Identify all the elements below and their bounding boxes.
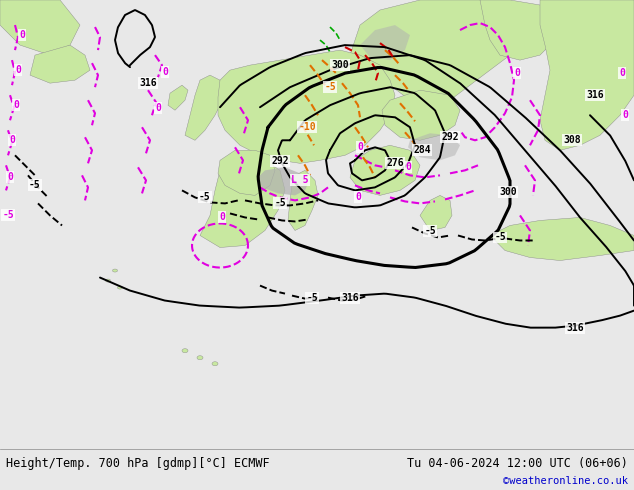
Text: -5: -5	[424, 226, 436, 237]
Text: 0: 0	[514, 68, 520, 78]
Polygon shape	[168, 85, 188, 110]
Ellipse shape	[182, 349, 188, 353]
Polygon shape	[382, 90, 460, 140]
Text: -5: -5	[2, 210, 14, 221]
Text: 0: 0	[19, 30, 25, 40]
Text: Height/Temp. 700 hPa [gdmp][°C] ECMWF: Height/Temp. 700 hPa [gdmp][°C] ECMWF	[6, 457, 270, 470]
Ellipse shape	[117, 286, 122, 289]
Text: -10: -10	[298, 122, 316, 132]
Text: L 5: L 5	[291, 175, 309, 185]
Polygon shape	[408, 133, 460, 160]
Ellipse shape	[112, 269, 117, 272]
Text: 0: 0	[13, 100, 19, 110]
Text: 284: 284	[413, 146, 431, 155]
Polygon shape	[218, 150, 275, 196]
Text: 276: 276	[386, 158, 404, 169]
Polygon shape	[185, 75, 225, 140]
Ellipse shape	[105, 279, 110, 282]
Polygon shape	[0, 0, 80, 55]
Text: -5: -5	[29, 180, 41, 191]
Text: 300: 300	[331, 60, 349, 70]
Text: 0: 0	[155, 103, 161, 113]
Text: 300: 300	[499, 187, 517, 197]
Text: -5: -5	[324, 82, 336, 92]
Polygon shape	[258, 168, 308, 196]
Text: 0: 0	[355, 193, 361, 202]
Text: 292: 292	[441, 132, 459, 142]
Polygon shape	[480, 0, 560, 60]
Polygon shape	[540, 0, 634, 150]
Polygon shape	[350, 146, 420, 196]
Text: 316: 316	[586, 90, 604, 100]
Text: ©weatheronline.co.uk: ©weatheronline.co.uk	[503, 476, 628, 487]
Text: -5: -5	[199, 193, 211, 202]
Text: -5: -5	[274, 198, 286, 208]
Text: 0: 0	[619, 68, 625, 78]
Text: 0: 0	[219, 213, 225, 222]
Text: 0: 0	[162, 67, 168, 77]
Ellipse shape	[197, 356, 203, 360]
Text: -5: -5	[494, 232, 506, 243]
Polygon shape	[218, 50, 395, 163]
Text: Tu 04-06-2024 12:00 UTC (06+06): Tu 04-06-2024 12:00 UTC (06+06)	[407, 457, 628, 470]
Text: 0: 0	[405, 162, 411, 172]
Text: 316: 316	[566, 322, 584, 333]
Polygon shape	[200, 160, 285, 247]
Text: 0: 0	[357, 142, 363, 152]
Text: 0: 0	[9, 135, 15, 145]
Polygon shape	[420, 196, 452, 230]
Polygon shape	[490, 218, 634, 261]
Text: 0: 0	[7, 172, 13, 182]
Text: 316: 316	[139, 78, 157, 88]
Text: 0: 0	[15, 65, 21, 75]
Text: -5: -5	[306, 293, 318, 303]
Polygon shape	[288, 171, 318, 230]
Text: 0: 0	[622, 110, 628, 120]
Text: 308: 308	[563, 135, 581, 145]
Text: 316: 316	[341, 293, 359, 303]
Polygon shape	[350, 0, 520, 105]
Ellipse shape	[212, 362, 218, 366]
Text: 292: 292	[271, 156, 289, 166]
Polygon shape	[360, 25, 410, 60]
Polygon shape	[30, 45, 90, 83]
